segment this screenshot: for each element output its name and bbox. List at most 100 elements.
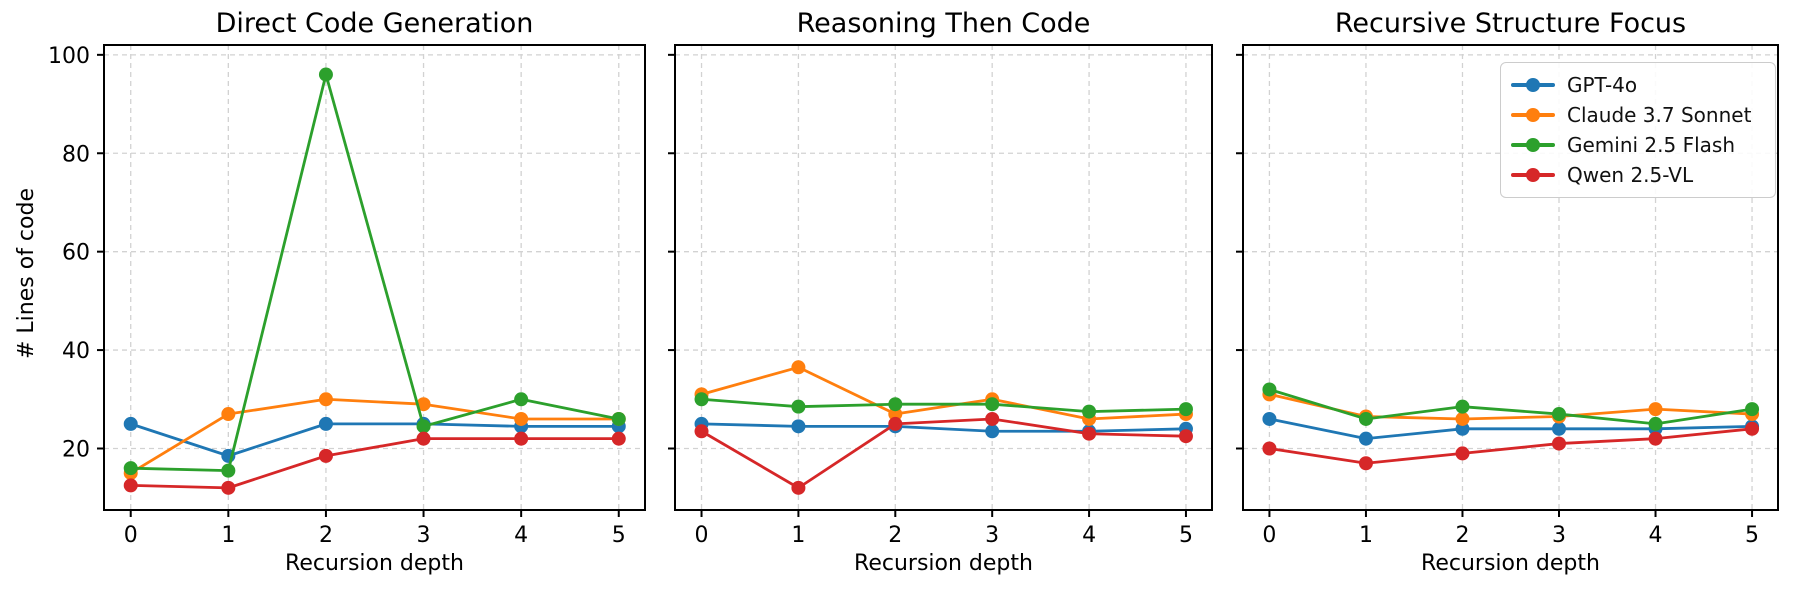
- data-point-gpt-4o-x3: [985, 424, 1000, 439]
- data-point-gemini-2-5-flash-x5: [1745, 402, 1760, 417]
- x-axis-label-panel-2: Recursion depth: [854, 551, 1033, 576]
- chart-direct-code-generation: 0 1 2 3 4 5 20 40 60 80 100: [48, 44, 646, 548]
- data-point-qwen-2-5-vl-x4: [514, 431, 529, 446]
- legend-item-qwen-2-5-vl: Qwen 2.5-VL: [1511, 160, 1769, 190]
- data-point-gemini-2-5-flash-x5: [611, 411, 626, 426]
- data-point-qwen-2-5-vl-x4: [1082, 426, 1097, 441]
- data-point-gpt-4o-x2: [318, 416, 333, 431]
- x-tick-label: 0: [695, 523, 709, 548]
- data-point-claude-3-7-sonnet-x3: [416, 397, 431, 412]
- x-tick-label: 4: [1649, 523, 1663, 548]
- legend-item-claude-3-7-sonnet: Claude 3.7 Sonnet: [1511, 100, 1769, 130]
- series-line-gpt-4o: [129, 422, 621, 458]
- legend-label: Qwen 2.5-VL: [1567, 163, 1694, 187]
- y-tick-label: 100: [48, 44, 90, 69]
- x-tick-label: 1: [1359, 523, 1373, 548]
- data-point-claude-3-7-sonnet-x4: [1648, 402, 1663, 417]
- x-tick-label: 5: [1179, 523, 1193, 548]
- data-point-claude-3-7-sonnet-x2: [888, 407, 903, 422]
- legend-label: GPT-4o: [1567, 73, 1638, 97]
- series-line-qwen-2-5-vl: [1268, 427, 1754, 465]
- data-point-qwen-2-5-vl-x1: [221, 480, 236, 495]
- tick-marks: [668, 53, 1187, 517]
- panel-title-recursive-structure-focus: Recursive Structure Focus: [1334, 8, 1687, 39]
- series-gemini-2-5-flash: [123, 67, 626, 478]
- data-point-gemini-2-5-flash-x1: [221, 463, 236, 478]
- legend-line-marker-swatch: [1511, 70, 1555, 100]
- legend: GPT-4o Claude 3.7 Sonnet Gemini 2.5 Flash Q…: [1500, 62, 1776, 198]
- x-tick-label: 2: [319, 523, 333, 548]
- data-point-claude-3-7-sonnet-x2: [318, 392, 333, 407]
- series-line-claude-3-7-sonnet: [700, 365, 1188, 421]
- data-point-gemini-2-5-flash-x4: [1082, 404, 1097, 419]
- data-point-gpt-4o-x1: [791, 419, 806, 434]
- series-gemini-2-5-flash: [1262, 382, 1760, 431]
- data-point-claude-3-7-sonnet-x4: [514, 411, 529, 426]
- series-line-claude-3-7-sonnet: [129, 397, 621, 475]
- series-gemini-2-5-flash: [694, 392, 1193, 419]
- data-point-gemini-2-5-flash-x1: [1358, 411, 1373, 426]
- data-point-gemini-2-5-flash-x0: [123, 461, 138, 476]
- data-point-qwen-2-5-vl-x2: [888, 416, 903, 431]
- x-axis-label-panel-1: Recursion depth: [285, 551, 464, 576]
- x-tick-label: 4: [514, 523, 528, 548]
- legend-line-marker-swatch: [1511, 100, 1555, 130]
- x-tick-label: 4: [1082, 523, 1096, 548]
- data-point-gpt-4o-x1: [1358, 431, 1373, 446]
- data-point-qwen-2-5-vl-x1: [791, 480, 806, 495]
- data-point-gemini-2-5-flash-x3: [1552, 407, 1567, 422]
- x-tick-label: 0: [124, 523, 138, 548]
- data-point-qwen-2-5-vl-x0: [1262, 441, 1277, 456]
- y-tick-label: 40: [62, 339, 90, 364]
- series-line-claude-3-7-sonnet: [1268, 392, 1754, 421]
- data-point-qwen-2-5-vl-x2: [318, 448, 333, 463]
- data-point-qwen-2-5-vl-x5: [1745, 421, 1760, 436]
- axes-spines: [1242, 44, 1779, 511]
- x-axis-label-panel-3: Recursion depth: [1421, 551, 1600, 576]
- chart-reasoning-then-code: 0 1 2 3 4 5: [668, 44, 1213, 548]
- data-point-gemini-2-5-flash-x1: [791, 399, 806, 414]
- series-line-qwen-2-5-vl: [129, 437, 621, 490]
- x-tick-label: 2: [1455, 523, 1469, 548]
- data-point-gemini-2-5-flash-x4: [514, 392, 529, 407]
- series-claude-3-7-sonnet: [694, 360, 1193, 426]
- tick-marks: [1236, 53, 1754, 517]
- data-point-qwen-2-5-vl-x5: [1178, 429, 1193, 444]
- series-qwen-2-5-vl: [1262, 421, 1760, 471]
- series-line-gemini-2-5-flash: [700, 397, 1188, 413]
- data-point-gemini-2-5-flash-x3: [416, 419, 431, 434]
- data-point-qwen-2-5-vl-x3: [1552, 436, 1567, 451]
- data-point-gemini-2-5-flash-x3: [985, 397, 1000, 412]
- data-point-gemini-2-5-flash-x4: [1648, 416, 1663, 431]
- legend-line-marker-swatch: [1511, 130, 1555, 160]
- y-tick-label: 80: [62, 142, 90, 167]
- y-tick-label: 60: [62, 241, 90, 266]
- x-tick-label: 1: [221, 523, 235, 548]
- x-tick-label: 3: [1552, 523, 1566, 548]
- panel-title-direct-code-generation: Direct Code Generation: [215, 8, 534, 39]
- x-tick-label: 3: [985, 523, 999, 548]
- data-point-qwen-2-5-vl-x2: [1455, 446, 1470, 461]
- data-point-qwen-2-5-vl-x4: [1648, 431, 1663, 446]
- series-qwen-2-5-vl: [123, 431, 626, 495]
- data-point-qwen-2-5-vl-x0: [694, 424, 709, 439]
- legend-item-gemini-2-5-flash: Gemini 2.5 Flash: [1511, 130, 1769, 160]
- axes-spines: [103, 44, 646, 511]
- gridlines: [675, 45, 1212, 510]
- data-point-qwen-2-5-vl-x5: [611, 431, 626, 446]
- data-point-gpt-4o-x2: [1455, 421, 1470, 436]
- legend-label: Claude 3.7 Sonnet: [1567, 103, 1752, 127]
- data-point-gpt-4o-x0: [1262, 411, 1277, 426]
- y-tick-label: 20: [62, 437, 90, 462]
- data-point-gemini-2-5-flash-x2: [1455, 399, 1470, 414]
- series-line-gpt-4o: [700, 422, 1188, 433]
- data-point-qwen-2-5-vl-x3: [416, 431, 431, 446]
- axes-spines: [674, 44, 1213, 511]
- x-tick-label: 3: [417, 523, 431, 548]
- series-line-gpt-4o: [1268, 417, 1754, 441]
- legend-item-gpt-4o: GPT-4o: [1511, 70, 1769, 100]
- data-point-claude-3-7-sonnet-x2: [1455, 411, 1470, 426]
- data-point-gpt-4o-x0: [123, 416, 138, 431]
- x-tick-label: 0: [1262, 523, 1276, 548]
